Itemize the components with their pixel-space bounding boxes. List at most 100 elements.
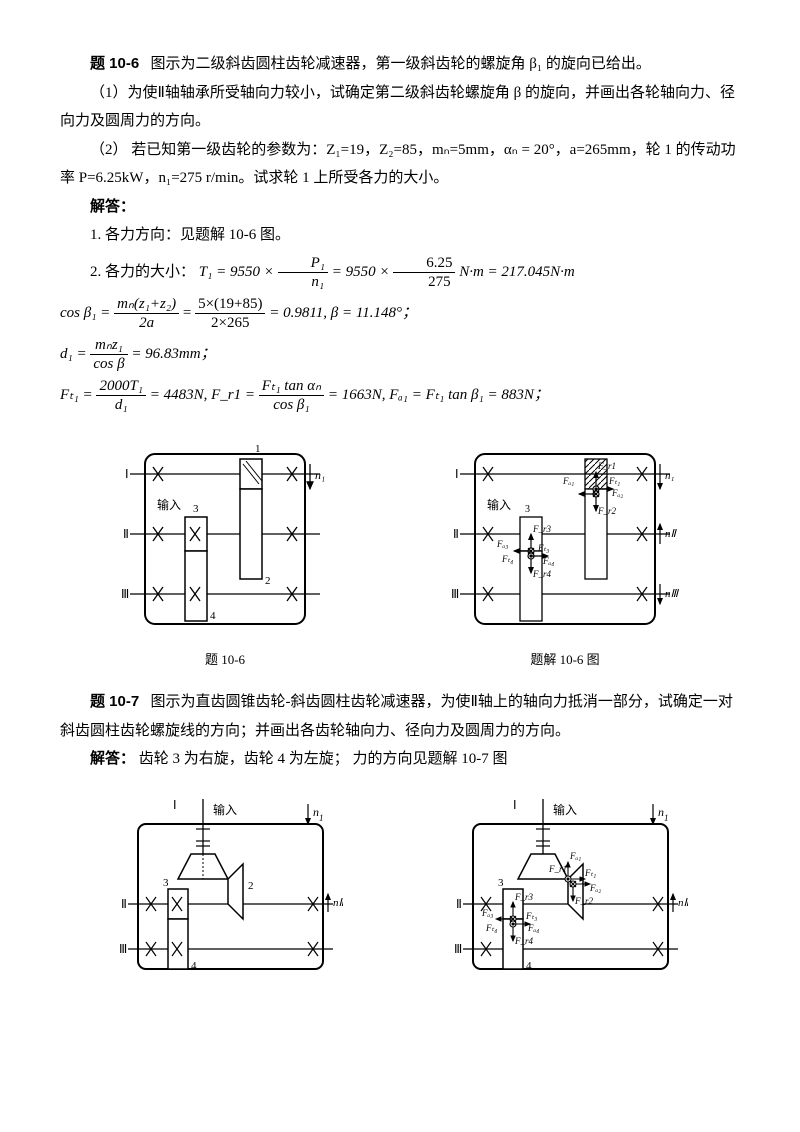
svg-text:F_r2: F_r2 <box>574 896 594 906</box>
svg-text:Fₜ₃: Fₜ₃ <box>525 911 537 921</box>
cosb-lhs: cos β₁ = <box>60 304 110 320</box>
cosb-n2: 5×(19+85) <box>195 295 265 314</box>
svg-text:输入: 输入 <box>157 497 181 512</box>
svg-text:3: 3 <box>163 877 169 889</box>
svg-text:nⅡ: nⅡ <box>333 897 343 909</box>
fig-10-6-sol: Ⅰ Ⅱ Ⅲ 输入 3 n₁ nⅡ nⅢ <box>445 434 685 673</box>
p107-title: 题 10-7 <box>90 693 139 710</box>
ans-label: 解答： <box>90 198 135 215</box>
svg-text:n1: n1 <box>658 805 669 823</box>
svg-text:4: 4 <box>191 960 197 972</box>
T1-num: P₁ <box>278 254 328 273</box>
cosb-d2: 2×265 <box>195 314 265 332</box>
p107-intro: 图示为直齿圆锥齿轮-斜齿圆柱齿轮减速器，为使Ⅱ轴上的轴向力抵消一部分，试确定一对… <box>60 694 733 739</box>
svg-text:Fₜ₄: Fₜ₄ <box>501 554 513 564</box>
svg-text:n₁: n₁ <box>315 468 325 482</box>
fig1-caption: 题 10-6 <box>115 648 335 673</box>
svg-text:4: 4 <box>210 610 216 622</box>
svg-text:Ⅱ: Ⅱ <box>453 527 459 541</box>
fig-10-7: Ⅰ 输入 n1 Ⅱ 2 <box>113 794 343 974</box>
Ft-lhs: Fₜ₁ = <box>60 386 93 402</box>
svg-text:F_r2: F_r2 <box>597 506 617 516</box>
svg-text:输入: 输入 <box>213 802 237 817</box>
fig-10-6: Ⅰ 1 n₁ Ⅱ 2 <box>115 434 335 673</box>
fig-10-7-sol-svg: Ⅰ 输入 n1 Ⅱ 3 Ⅲ 4 <box>448 794 688 974</box>
svg-text:Fₐ₃: Fₐ₃ <box>496 539 508 549</box>
d1-num: mₙz₁ <box>90 336 127 355</box>
svg-text:Ⅰ: Ⅰ <box>513 798 517 812</box>
p106-heading: 题 10-6 图示为二级斜齿圆柱齿轮减速器，第一级斜齿轮的螺旋角 β₁ 的旋向已… <box>60 50 740 79</box>
Ft-den: d₁ <box>96 396 146 414</box>
a2-prefix: 2. 各力的大小： <box>90 263 195 279</box>
svg-text:nⅡ: nⅡ <box>665 528 678 540</box>
svg-text:F_r1: F_r1 <box>548 864 567 874</box>
Fr-num: Fₜ₁ tan αₙ <box>259 377 324 396</box>
p106-q1: （1）为使Ⅱ轴轴承所受轴向力较小，试确定第二级斜齿轮螺旋角 β 的旋向，并画出各… <box>60 79 740 136</box>
svg-text:Fₜ₃: Fₜ₃ <box>537 543 549 553</box>
Fr-rhs: = 1663N, Fₐ₁ = Fₜ₁ tan β₁ = 883N； <box>328 386 549 402</box>
svg-text:F_r3: F_r3 <box>532 524 552 534</box>
svg-text:Ⅲ: Ⅲ <box>119 942 127 956</box>
T1-mid: = 9550 × <box>332 263 390 279</box>
fig-10-7-sol: Ⅰ 输入 n1 Ⅱ 3 Ⅲ 4 <box>448 794 688 974</box>
Ft-num: 2000T₁ <box>96 377 146 396</box>
cosb-n1: mₙ(z₁+z₂) <box>114 295 179 314</box>
svg-text:n1: n1 <box>313 805 324 823</box>
svg-text:Fₐ₂: Fₐ₂ <box>611 488 623 498</box>
svg-text:Fₜ₁: Fₜ₁ <box>584 868 596 878</box>
p107-heading: 题 10-7 图示为直齿圆锥齿轮-斜齿圆柱齿轮减速器，为使Ⅱ轴上的轴向力抵消一部… <box>60 688 740 745</box>
cosb-line: cos β₁ = mₙ(z₁+z₂)2a = 5×(19+85)2×265 = … <box>60 295 740 332</box>
svg-text:F_r4: F_r4 <box>514 936 534 946</box>
Fr-den: cos β₁ <box>259 396 324 414</box>
svg-text:3: 3 <box>193 503 199 515</box>
svg-text:F_r3: F_r3 <box>514 892 534 902</box>
p107-ans-text: 齿轮 3 为右旋，齿轮 4 为左旋； 力的方向见题解 10-7 图 <box>139 751 508 767</box>
svg-text:输入: 输入 <box>487 497 511 512</box>
p106-title: 题 10-6 <box>90 55 139 72</box>
svg-text:2: 2 <box>265 575 271 587</box>
svg-text:Ⅰ: Ⅰ <box>125 467 129 481</box>
svg-text:4: 4 <box>526 960 532 972</box>
svg-text:Ⅲ: Ⅲ <box>454 942 462 956</box>
svg-text:F_r1: F_r1 <box>597 461 616 471</box>
T1-den2: 275 <box>393 273 455 291</box>
svg-text:Fₐ₁: Fₐ₁ <box>569 851 581 861</box>
svg-text:nⅡ: nⅡ <box>678 897 688 909</box>
svg-text:Fₐ₂: Fₐ₂ <box>589 883 601 893</box>
d1-rhs: = 96.83mm； <box>131 345 215 361</box>
p106-figures: Ⅰ 1 n₁ Ⅱ 2 <box>60 434 740 673</box>
p106-a2: 2. 各力的大小： T₁ = 9550 × P₁n₁ = 9550 × 6.25… <box>60 254 740 291</box>
svg-text:Fₐ₃: Fₐ₃ <box>481 908 493 918</box>
svg-text:输入: 输入 <box>553 802 577 817</box>
svg-text:Fₐ₄: Fₐ₄ <box>527 923 539 933</box>
svg-text:2: 2 <box>248 880 254 892</box>
fig-10-6-sol-svg: Ⅰ Ⅱ Ⅲ 输入 3 n₁ nⅡ nⅢ <box>445 434 685 644</box>
svg-text:Ⅱ: Ⅱ <box>121 897 127 911</box>
T1-den: n₁ <box>278 273 328 291</box>
p106-ans-label: 解答： <box>60 193 740 222</box>
svg-text:nⅢ: nⅢ <box>665 588 680 600</box>
cosb-eq: = <box>183 304 191 320</box>
svg-text:Ⅲ: Ⅲ <box>121 587 129 601</box>
fig2-caption: 题解 10-6 图 <box>445 648 685 673</box>
svg-text:Fₐ₁: Fₐ₁ <box>562 476 574 486</box>
svg-text:3: 3 <box>525 504 530 515</box>
svg-text:Fₜ₄: Fₜ₄ <box>485 923 497 933</box>
svg-text:Fₐ₄: Fₐ₄ <box>542 556 554 566</box>
p107-ans: 解答： 齿轮 3 为右旋，齿轮 4 为左旋； 力的方向见题解 10-7 图 <box>60 745 740 774</box>
T1-lhs: T₁ = 9550 × <box>199 263 274 279</box>
p107-ans-label: 解答： <box>90 750 135 767</box>
svg-text:Ⅰ: Ⅰ <box>455 467 459 481</box>
fig-10-6-svg: Ⅰ 1 n₁ Ⅱ 2 <box>115 434 335 644</box>
p107-figures: Ⅰ 输入 n1 Ⅱ 2 <box>60 794 740 974</box>
cosb-rhs: = 0.9811, β = 11.148°； <box>269 304 417 320</box>
d1-lhs: d₁ = <box>60 345 87 361</box>
svg-text:Ⅱ: Ⅱ <box>456 897 462 911</box>
fig-10-7-svg: Ⅰ 输入 n1 Ⅱ 2 <box>113 794 343 974</box>
T1-rhs: N·m = 217.045N·m <box>459 263 575 279</box>
svg-text:Ⅰ: Ⅰ <box>173 798 177 812</box>
T1-num2: 6.25 <box>393 254 455 273</box>
svg-text:Fₜ₁: Fₜ₁ <box>608 476 620 486</box>
svg-text:3: 3 <box>498 877 504 889</box>
d1-line: d₁ = mₙz₁cos β = 96.83mm； <box>60 336 740 373</box>
